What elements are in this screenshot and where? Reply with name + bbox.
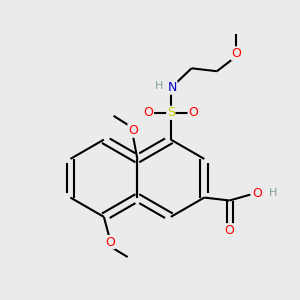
Text: N: N (168, 81, 177, 94)
Text: O: O (105, 236, 115, 249)
Text: O: O (231, 47, 241, 60)
Text: H: H (268, 188, 277, 198)
Text: O: O (225, 224, 235, 237)
Text: S: S (167, 106, 175, 119)
Text: O: O (144, 106, 154, 119)
Text: O: O (252, 187, 262, 200)
Text: H: H (155, 81, 163, 91)
Text: O: O (188, 106, 198, 119)
Text: O: O (128, 124, 138, 137)
